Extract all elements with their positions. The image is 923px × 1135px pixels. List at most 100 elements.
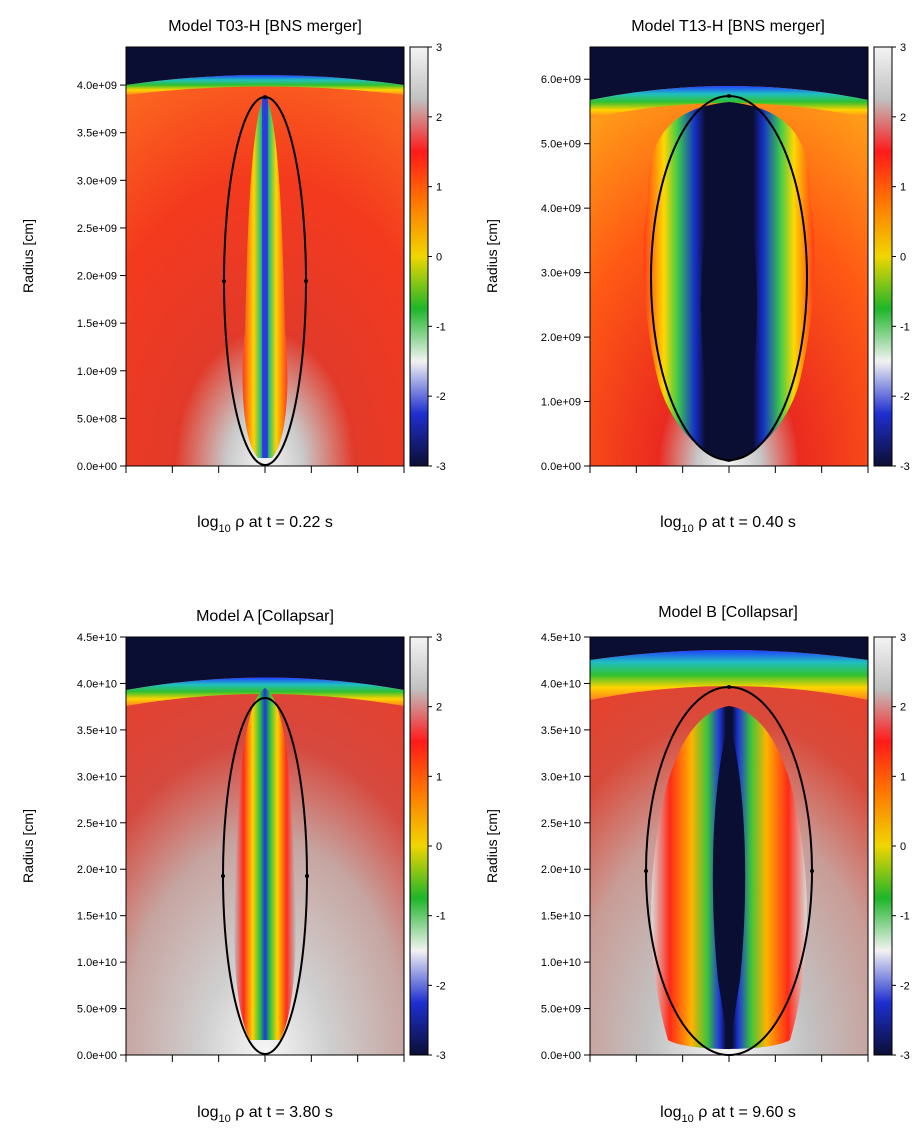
- y-tick-label: 4.0e+10: [541, 678, 581, 690]
- colorbar-tick-label: -2: [900, 391, 910, 403]
- y-tick-label: 3.0e+10: [541, 771, 581, 783]
- y-tick-label: 1.0e+10: [541, 957, 581, 969]
- colorbar-scale: [873, 46, 893, 467]
- y-tick-label: 5.0e+09: [541, 139, 581, 151]
- outer-ambient: [126, 47, 404, 85]
- y-tick-label: 1.0e+09: [541, 397, 581, 409]
- colorbar-tick-label: 0: [436, 252, 442, 264]
- y-tick-label: 0.0e+00: [77, 461, 117, 473]
- y-tick-label: 1.0e+10: [77, 957, 117, 969]
- caption: log10 ρ at t = 0.22 s: [197, 514, 333, 535]
- y-tick-label: 4.5e+10: [77, 632, 117, 644]
- colorbar-tick-label: 1: [436, 771, 442, 783]
- caption: log10 ρ at t = 3.80 s: [197, 1104, 333, 1125]
- panel-title: Model T13-H [BNS merger]: [631, 18, 825, 35]
- colorbar-tick-label: -1: [436, 321, 446, 333]
- colorbar-tick-label: 1: [436, 182, 442, 194]
- colorbar-tick-label: 2: [900, 702, 906, 714]
- colorbar-tick-label: -1: [900, 321, 910, 333]
- x-axis: [589, 1055, 869, 1062]
- y-axis-label: Radius [cm]: [20, 809, 36, 883]
- ellipse-marker: [644, 869, 648, 873]
- colorbar-tick-label: 3: [900, 42, 906, 54]
- colorbar: 3 2 1 0 -1 -2 -3: [409, 42, 446, 473]
- colorbar-scale: [873, 636, 893, 1056]
- y-tick-label: 1.5e+09: [77, 318, 117, 330]
- y-tick-label: 0.0e+00: [77, 1050, 117, 1062]
- colorbar-tick-label: -2: [436, 980, 446, 992]
- panel-t03h: Model T03-H [BNS merger] 4.0e+09 3.5e+09 3…: [20, 18, 446, 535]
- x-axis: [589, 466, 869, 473]
- y-tick-label: 4.0e+10: [77, 678, 117, 690]
- colorbar: 3 2 1 0 -1 -2 -3: [873, 632, 910, 1062]
- y-tick-label: 4.0e+09: [541, 203, 581, 215]
- panel-title: Model T03-H [BNS merger]: [168, 18, 362, 35]
- caption: log10 ρ at t = 0.40 s: [660, 514, 796, 535]
- ellipse-marker: [222, 279, 226, 283]
- cocoon: [234, 688, 296, 1040]
- colorbar: 3 2 1 0 -1 -2 -3: [409, 632, 446, 1062]
- colorbar-tick-label: 2: [436, 702, 442, 714]
- y-tick-label: 2.0e+10: [541, 864, 581, 876]
- y-axis: 4.0e+09 3.5e+09 3.0e+09 2.5e+09 2.0e+09 1.5e+…: [77, 80, 126, 473]
- panel-title: Model B [Collapsar]: [658, 604, 798, 621]
- colorbar-tick-label: 0: [900, 252, 906, 264]
- x-axis: [125, 1055, 405, 1062]
- y-tick-label: 2.5e+09: [77, 223, 117, 235]
- density-map: [126, 637, 404, 1055]
- ellipse-marker: [727, 685, 731, 689]
- y-tick-label: 2.5e+10: [541, 818, 581, 830]
- y-tick-label: 1.5e+10: [77, 911, 117, 923]
- y-tick-label: 3.5e+10: [541, 725, 581, 737]
- jet-cavity: [701, 150, 757, 460]
- shock-front: [126, 75, 404, 95]
- y-tick-label: 3.0e+09: [77, 175, 117, 187]
- ellipse-marker: [810, 869, 814, 873]
- colorbar-tick-label: -2: [900, 980, 910, 992]
- jet-cavity: [712, 720, 746, 1050]
- colorbar-tick-label: 3: [900, 632, 906, 644]
- colorbar-tick-label: 3: [436, 632, 442, 644]
- y-tick-label: 3.5e+10: [77, 725, 117, 737]
- colorbar-tick-label: -3: [436, 1050, 446, 1062]
- y-axis: 4.5e+10 4.0e+10 3.5e+10 3.0e+10 2.5e+10 2.0e+…: [541, 632, 590, 1062]
- y-axis-label: Radius [cm]: [20, 219, 36, 293]
- y-tick-label: 3.5e+09: [77, 128, 117, 140]
- panel-title: Model A [Collapsar]: [196, 608, 334, 625]
- y-tick-label: 1.0e+09: [77, 366, 117, 378]
- y-tick-label: 5.0e+09: [77, 1004, 117, 1016]
- ellipse-marker: [727, 94, 731, 98]
- colorbar-tick-label: -1: [436, 911, 446, 923]
- ellipse-marker: [221, 874, 225, 878]
- y-axis: 6.0e+09 5.0e+09 4.0e+09 3.0e+09 2.0e+09 1.0e+…: [541, 74, 590, 473]
- outer-ambient: [126, 637, 404, 690]
- colorbar-scale: [409, 46, 429, 467]
- y-tick-label: 5.0e+08: [77, 413, 117, 425]
- density-map: [590, 637, 868, 1055]
- colorbar-tick-label: 1: [900, 182, 906, 194]
- colorbar-tick-label: 1: [900, 771, 906, 783]
- caption: log10 ρ at t = 9.60 s: [660, 1104, 796, 1125]
- y-axis: 4.5e+10 4.0e+10 3.5e+10 3.0e+10 2.5e+10 2.0e+…: [77, 632, 126, 1062]
- y-tick-label: 4.5e+10: [541, 632, 581, 644]
- outer-ambient: [590, 47, 868, 100]
- ellipse-marker: [305, 874, 309, 878]
- panel-model-b: Model B [Collapsar] 4.5e+10 4.0e+10 3.5e+1…: [484, 604, 910, 1125]
- density-map: [590, 47, 868, 466]
- y-tick-label: 3.0e+10: [77, 771, 117, 783]
- y-axis-label: Radius [cm]: [484, 219, 500, 293]
- jet-spine: [262, 98, 268, 458]
- y-axis-label: Radius [cm]: [484, 809, 500, 883]
- y-tick-label: 2.0e+09: [77, 271, 117, 283]
- density-map: [126, 47, 404, 466]
- colorbar-tick-label: 2: [900, 112, 906, 124]
- y-tick-label: 0.0e+00: [541, 461, 581, 473]
- colorbar-tick-label: 2: [436, 112, 442, 124]
- colorbar-scale: [409, 636, 429, 1056]
- shock-front: [590, 650, 868, 700]
- y-tick-label: 0.0e+00: [541, 1050, 581, 1062]
- colorbar-tick-label: 0: [436, 841, 442, 853]
- colorbar-tick-label: 0: [900, 841, 906, 853]
- outer-ambient: [590, 637, 868, 660]
